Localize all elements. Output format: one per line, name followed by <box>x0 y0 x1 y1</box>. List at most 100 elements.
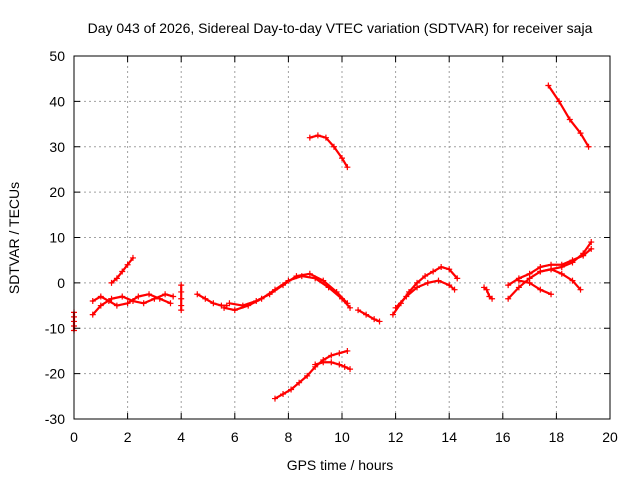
data-point <box>119 268 126 275</box>
y-tick-label: 10 <box>49 230 65 246</box>
x-tick-label: 16 <box>495 429 511 445</box>
data-point <box>537 286 544 293</box>
data-point <box>336 361 343 368</box>
data-point <box>320 277 327 284</box>
data-point <box>239 302 246 309</box>
data-point <box>585 143 592 150</box>
data-point <box>210 300 217 307</box>
data-point <box>580 252 587 259</box>
data-point <box>489 295 496 302</box>
data-point <box>526 279 533 286</box>
data-point <box>446 266 453 273</box>
x-tick-label: 8 <box>285 429 293 445</box>
data-point <box>170 293 177 300</box>
y-tick-label: 40 <box>49 93 65 109</box>
data-point <box>320 359 327 366</box>
data-point <box>558 261 565 268</box>
data-point <box>422 273 429 280</box>
data-point <box>226 300 233 307</box>
series-line <box>517 279 553 296</box>
data-point <box>347 366 354 373</box>
series-arc-e <box>178 282 185 314</box>
x-tick-label: 20 <box>602 429 618 445</box>
data-point <box>537 268 544 275</box>
data-point <box>545 82 552 89</box>
data-layer <box>71 82 595 402</box>
data-point <box>414 284 421 291</box>
data-point <box>304 372 311 379</box>
data-point <box>124 300 131 307</box>
series-arc-l <box>355 307 383 325</box>
data-point <box>430 268 437 275</box>
data-point <box>451 286 458 293</box>
data-point <box>108 279 115 286</box>
data-point <box>515 284 522 291</box>
x-tick-label: 2 <box>124 429 132 445</box>
data-point <box>306 270 313 277</box>
data-point <box>344 300 351 307</box>
data-point <box>288 386 295 393</box>
data-point <box>355 307 362 314</box>
y-tick-label: 50 <box>49 48 65 64</box>
data-point <box>314 132 321 139</box>
series-line <box>482 286 494 300</box>
data-point <box>231 307 238 314</box>
data-point <box>156 295 163 302</box>
data-point <box>333 288 340 295</box>
data-point <box>146 291 153 298</box>
data-point <box>483 286 490 293</box>
data-point <box>113 275 120 282</box>
y-tick-label: -10 <box>45 320 65 336</box>
series-line <box>273 349 349 400</box>
data-point <box>558 270 565 277</box>
tick-labels: 0 2 4 6 8 10 12 14 16 18 20 -30 -20 -10 0 10 20 30 40 50 <box>45 48 618 445</box>
y-tick-label: -20 <box>45 366 65 382</box>
data-point <box>296 379 303 386</box>
series-line <box>356 309 381 323</box>
data-point <box>454 275 461 282</box>
series-arc-m <box>389 263 461 318</box>
series-arc-r <box>515 277 555 298</box>
data-point <box>336 350 343 357</box>
y-tick-label: 20 <box>49 184 65 200</box>
data-point <box>178 307 185 314</box>
data-point <box>162 291 169 298</box>
series-arc-g <box>221 273 354 314</box>
series-line <box>91 293 175 316</box>
data-point <box>113 302 120 309</box>
series-arc-j <box>312 359 354 373</box>
grid <box>74 56 610 419</box>
data-point <box>129 254 136 261</box>
data-point <box>272 395 278 402</box>
data-point <box>124 261 131 268</box>
y-tick-label: 0 <box>57 275 65 291</box>
data-point <box>505 295 512 302</box>
data-point <box>167 300 174 307</box>
data-point <box>322 134 329 141</box>
data-point <box>253 298 260 305</box>
series-arc-s <box>537 266 584 293</box>
data-point <box>194 291 201 298</box>
x-tick-label: 18 <box>549 429 565 445</box>
data-point <box>135 293 142 300</box>
data-point <box>403 293 410 300</box>
data-point <box>178 288 185 295</box>
data-point <box>89 311 96 318</box>
data-point <box>221 304 228 311</box>
data-point <box>280 391 287 398</box>
data-point <box>371 316 378 323</box>
axis-ticks <box>73 55 611 420</box>
data-point <box>266 291 273 298</box>
x-tick-label: 10 <box>334 429 350 445</box>
data-point <box>293 273 300 280</box>
data-point <box>330 143 337 150</box>
data-point <box>328 352 335 359</box>
series-arc-i <box>272 347 351 402</box>
data-point <box>446 282 453 289</box>
data-point <box>438 263 445 270</box>
data-point <box>202 295 209 302</box>
data-point <box>341 363 348 370</box>
data-point <box>569 277 576 284</box>
chart-title: Day 043 of 2026, Sidereal Day-to-day VTE… <box>88 20 593 36</box>
series-line <box>507 247 593 287</box>
